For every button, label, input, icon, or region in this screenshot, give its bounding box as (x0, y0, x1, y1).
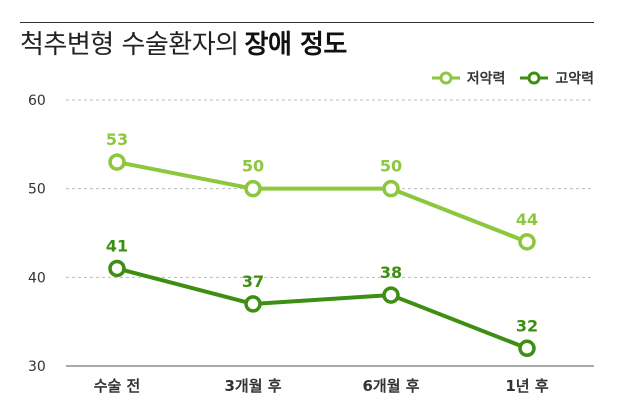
data-label: 50 (242, 157, 264, 176)
data-point (244, 179, 262, 198)
data-label: 53 (106, 130, 128, 149)
data-point (382, 179, 400, 198)
x-tick-label: 수술 전 (94, 377, 141, 395)
data-point (108, 259, 126, 278)
data-point (518, 339, 536, 358)
legend-item-high-grip: 고악력 (519, 68, 594, 88)
data-label: 50 (380, 157, 402, 176)
legend-label-low-grip: 저악력 (466, 71, 506, 87)
legend: 저악력 고악력 (431, 68, 594, 88)
chart-title-bold: 장애 정도 (244, 30, 348, 60)
y-tick-label: 50 (28, 182, 46, 198)
series-line-high-grip (115, 266, 529, 351)
title-rule (20, 22, 594, 23)
legend-swatch-high-grip (520, 71, 549, 85)
x-tick-label: 1년 후 (505, 377, 548, 395)
y-tick-label: 40 (28, 270, 46, 286)
data-label: 41 (106, 236, 128, 255)
data-point (382, 286, 400, 304)
data-label: 32 (516, 316, 538, 335)
data-label: 38 (380, 263, 402, 282)
data-label: 44 (516, 210, 538, 229)
x-tick-label: 6개월 후 (362, 377, 419, 395)
chart-title: 척추변형 수술환자의 장애 정도 (20, 28, 347, 62)
series-line-low-grip (115, 160, 529, 244)
y-tick-label: 30 (28, 359, 46, 375)
data-label: 37 (242, 272, 264, 291)
series-layer (108, 153, 536, 358)
legend-swatch-low-grip (431, 71, 460, 85)
legend-item-low-grip: 저악력 (431, 68, 506, 88)
legend-label-high-grip: 고악력 (555, 71, 594, 87)
x-tick-label: 3개월 후 (224, 377, 281, 395)
chart-title-plain: 척추변형 수술환자의 (20, 30, 239, 60)
y-tick-label: 60 (28, 93, 46, 109)
data-point (244, 295, 262, 313)
data-point (108, 153, 126, 171)
data-point (518, 233, 536, 251)
axis-layer: 30 40 50 60 수술 전 3개월 후 6개월 후 1년 후 (28, 93, 594, 395)
label-layer: 53 50 50 44 41 37 38 32 (106, 130, 538, 335)
